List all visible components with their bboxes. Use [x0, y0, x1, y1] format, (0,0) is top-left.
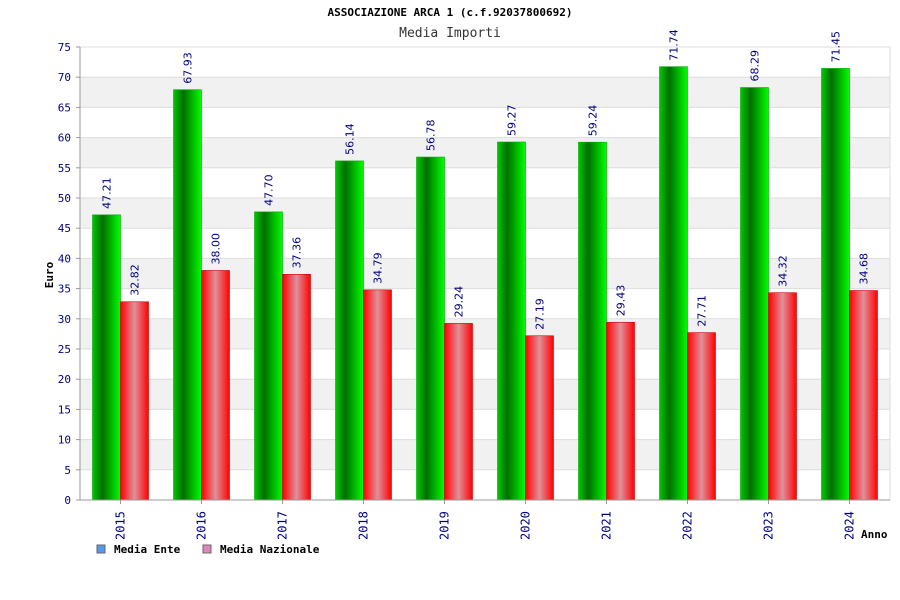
- y-tick-label: 75: [58, 41, 71, 54]
- bar-media-nazionale: [444, 323, 473, 501]
- x-tick-label: 2020: [519, 511, 533, 540]
- value-label-media-nazionale: 29.24: [453, 286, 466, 318]
- bar-media-nazionale: [363, 289, 392, 501]
- bar-media-nazionale: [525, 335, 554, 501]
- y-tick-label: 25: [58, 343, 71, 356]
- legend: Media Ente Media Nazionale: [96, 543, 320, 556]
- y-tick-label: 30: [58, 313, 71, 326]
- bar-media-ente: [821, 68, 850, 501]
- x-tick-label: 2017: [276, 511, 290, 540]
- chart-title: ASSOCIAZIONE ARCA 1 (c.f.92037800692): [327, 6, 572, 19]
- value-label-media-ente: 71.74: [668, 29, 681, 61]
- bar-media-ente: [578, 141, 607, 501]
- y-tick-label: 20: [58, 373, 71, 386]
- y-tick-label: 35: [58, 283, 71, 296]
- bar-media-nazionale: [201, 270, 230, 501]
- y-tick-label: 65: [58, 101, 71, 114]
- bar-media-nazionale: [687, 332, 716, 501]
- bar-media-ente: [740, 87, 769, 501]
- y-tick-label: 70: [58, 71, 71, 84]
- bar-media-ente: [335, 160, 364, 501]
- value-label-media-ente: 67.93: [182, 52, 195, 84]
- value-label-media-nazionale: 34.79: [372, 252, 385, 284]
- x-tick-labels: 2015 2016 2017 2018 2019 2020 2021 2022 2023 2024: [114, 500, 857, 540]
- bar-media-nazionale: [606, 321, 635, 501]
- y-tick-label: 10: [58, 434, 71, 447]
- value-label-media-nazionale: 34.32: [777, 255, 790, 287]
- x-tick-label: 2019: [438, 511, 452, 540]
- bar-media-ente: [254, 211, 283, 501]
- x-tick-label: 2023: [762, 511, 776, 540]
- bar-media-nazionale: [768, 292, 797, 501]
- x-tick-label: 2015: [114, 511, 128, 540]
- value-label-media-ente: 68.29: [749, 50, 762, 82]
- y-tick-label: 45: [58, 222, 71, 235]
- value-label-media-nazionale: 38.00: [210, 233, 223, 265]
- y-tick-label: 40: [58, 252, 71, 265]
- value-label-media-ente: 56.78: [425, 120, 438, 152]
- x-tick-label: 2016: [195, 511, 209, 540]
- bar-media-nazionale: [120, 301, 149, 501]
- legend-label-media-ente: Media Ente: [114, 543, 181, 556]
- y-tick-label: 5: [64, 464, 71, 477]
- value-label-media-nazionale: 34.68: [858, 253, 871, 285]
- y-tick-label: 60: [58, 132, 71, 145]
- legend-label-media-nazionale: Media Nazionale: [220, 543, 320, 556]
- value-label-media-ente: 47.21: [101, 177, 114, 209]
- value-label-media-nazionale: 29.43: [615, 285, 628, 317]
- value-label-media-ente: 59.27: [506, 105, 519, 137]
- value-label-media-nazionale: 32.82: [129, 264, 142, 296]
- chart-subtitle: Media Importi: [399, 26, 501, 41]
- value-label-media-ente: 71.45: [830, 31, 843, 63]
- y-tick-label: 55: [58, 162, 71, 175]
- y-axis-label: Euro: [43, 261, 56, 288]
- bar-media-nazionale: [849, 290, 878, 501]
- y-tick-labels: 0 5 10 15 20 25 30 35 40 45 50 55 60 65 70 75: [58, 41, 71, 507]
- bar-media-ente: [659, 66, 688, 501]
- x-tick-label: 2021: [600, 511, 614, 540]
- x-tick-label: 2024: [843, 511, 857, 540]
- y-tick-label: 50: [58, 192, 71, 205]
- legend-swatch-media-nazionale: [202, 544, 212, 554]
- value-label-media-nazionale: 37.36: [291, 237, 304, 269]
- y-tick-label: 0: [64, 494, 71, 507]
- value-label-media-ente: 59.24: [587, 105, 600, 137]
- legend-swatch-media-ente: [96, 544, 106, 554]
- bar-media-ente: [173, 89, 202, 501]
- bar-media-ente: [416, 156, 445, 501]
- y-tick-label: 15: [58, 403, 71, 416]
- bar-media-ente: [92, 214, 121, 501]
- x-axis-label: Anno: [861, 528, 888, 541]
- value-label-media-nazionale: 27.71: [696, 295, 709, 327]
- x-tick-label: 2022: [681, 511, 695, 540]
- value-label-media-nazionale: 27.19: [534, 298, 547, 330]
- bars: [92, 66, 878, 501]
- bar-media-nazionale: [282, 274, 311, 501]
- value-label-media-ente: 47.70: [263, 174, 276, 206]
- data-labels: 47.21 32.82 67.93 38.00 47.70 37.36 56.14 34.79…: [101, 29, 871, 330]
- bar-media-ente: [497, 141, 526, 501]
- x-tick-label: 2018: [357, 511, 371, 540]
- value-label-media-ente: 56.14: [344, 123, 357, 155]
